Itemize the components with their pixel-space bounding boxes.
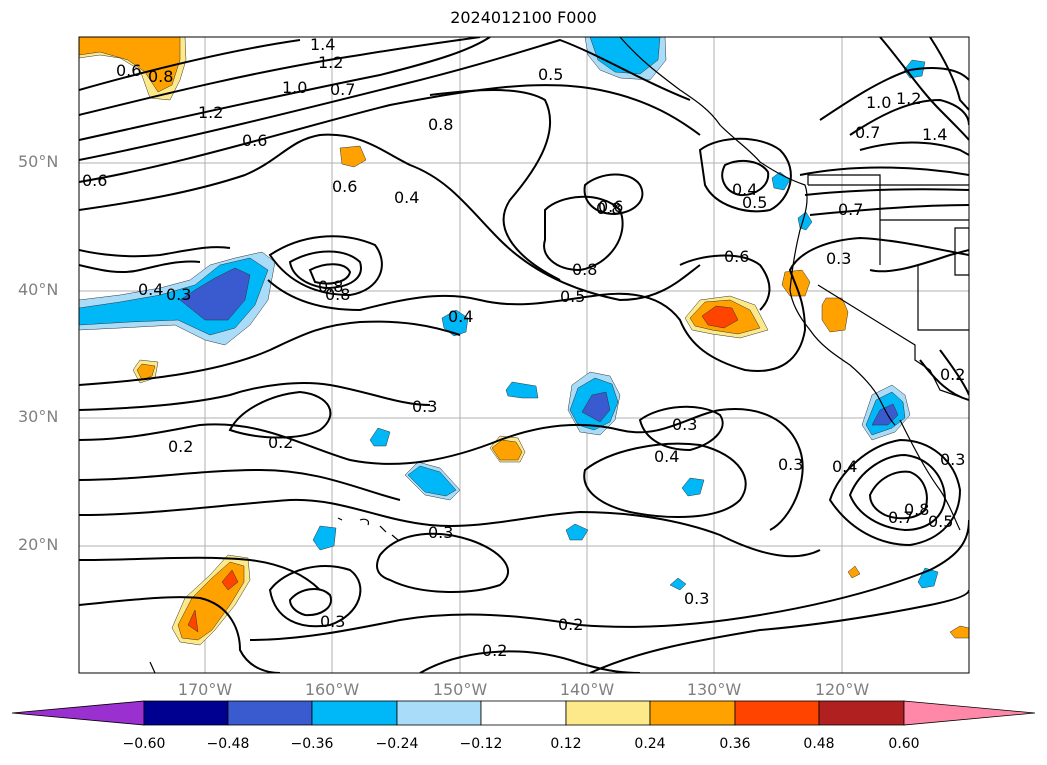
- contour-label: 0.8: [572, 260, 597, 279]
- contour-label: 1.4: [922, 125, 947, 144]
- coastline: [149, 37, 969, 673]
- contour-label: 0.2: [558, 615, 583, 634]
- lon-label: 170°W: [177, 680, 233, 699]
- colorbar-extend-low: [11, 700, 145, 726]
- contour-label: 0.2: [940, 365, 965, 384]
- contour-labels: 1.4 1.2 1.0 0.7 0.6 1.2 0.6 0.8 0.6 0.8 …: [82, 35, 965, 660]
- colorbar-tick-label: 0.36: [719, 736, 751, 752]
- contour-label: 0.8: [596, 199, 621, 218]
- lat-label: 20°N: [18, 535, 59, 554]
- contour-label: 0.8: [148, 67, 173, 86]
- contour-label: 0.3: [684, 589, 709, 608]
- contour-label: 0.5: [538, 65, 563, 84]
- colorbar-swatch: [227, 700, 313, 726]
- contour-label: 0.7: [855, 123, 880, 142]
- colorbar-swatch: [396, 700, 482, 726]
- colorbar: [11, 700, 1036, 726]
- contour-label: 0.8: [325, 285, 350, 304]
- contour-label: 0.2: [268, 433, 293, 452]
- colorbar-tick-label: 0.12: [550, 736, 582, 752]
- colorbar-swatch: [818, 700, 905, 726]
- colorbar-swatch: [565, 700, 651, 726]
- contour-label: 0.3: [428, 523, 453, 542]
- colorbar-tick-label: −0.24: [375, 736, 419, 752]
- contour-label: 0.7: [330, 80, 355, 99]
- colorbar-tick-label: −0.12: [459, 736, 503, 752]
- contour-label: 0.4: [832, 457, 857, 476]
- contour-label: 0.2: [482, 641, 507, 660]
- colorbar-extend-high: [903, 700, 1036, 726]
- lat-label: 30°N: [18, 407, 59, 426]
- lon-label: 160°W: [304, 680, 360, 699]
- contour-label: 0.3: [320, 612, 345, 631]
- contour-label: 0.6: [116, 61, 141, 80]
- colorbar-tick-label: 0.24: [634, 736, 666, 752]
- lon-label: 120°W: [814, 680, 870, 699]
- colorbar-tick-label: −0.36: [290, 736, 334, 752]
- lat-label: 50°N: [18, 152, 59, 171]
- contour-label: 0.3: [166, 285, 191, 304]
- colorbar-swatch: [311, 700, 398, 726]
- contour-label: 1.2: [318, 53, 343, 72]
- lat-label: 40°N: [18, 280, 59, 299]
- lon-label: 130°W: [686, 680, 742, 699]
- contour-label: 0.4: [448, 307, 473, 326]
- map-title: 2024012100 F000: [450, 8, 597, 27]
- contour-label: 1.0: [282, 78, 307, 97]
- contour-label: 0.6: [332, 177, 357, 196]
- contour-label: 0.4: [138, 280, 163, 299]
- contour-label: 0.7: [888, 508, 913, 527]
- colorbar-swatch: [649, 700, 736, 726]
- contour-label: 0.6: [82, 171, 107, 190]
- contour-label: 1.4: [310, 35, 335, 54]
- colorbar-swatch: [143, 700, 229, 726]
- contour-label: 0.4: [732, 180, 757, 199]
- contour-label: 0.3: [778, 455, 803, 474]
- contour-label: 0.2: [168, 437, 193, 456]
- lon-label: 140°W: [559, 680, 615, 699]
- contour-label: 1.0: [866, 93, 891, 112]
- contour-lines: [79, 37, 969, 673]
- contour-label: 0.7: [838, 200, 863, 219]
- contour-label: 0.5: [742, 193, 767, 212]
- contour-label: 0.8: [904, 500, 929, 519]
- contour-label: 0.3: [412, 397, 437, 416]
- colorbar-swatch: [734, 700, 820, 726]
- contour-label: 0.4: [654, 447, 679, 466]
- colorbar-tick-label: 0.48: [803, 736, 835, 752]
- colorbar-swatch: [480, 700, 567, 726]
- map-frame: [78, 36, 970, 674]
- contour-label: 0.6: [242, 131, 267, 150]
- colorbar-tick-label: −0.48: [206, 736, 250, 752]
- contour-label: 0.3: [826, 249, 851, 268]
- contour-label: 0.3: [672, 415, 697, 434]
- contour-label: 0.8: [428, 115, 453, 134]
- lon-label: 150°W: [432, 680, 488, 699]
- shaded-anomalies: [79, 37, 969, 646]
- contour-label: 1.2: [896, 89, 921, 108]
- contour-label: 0.6: [724, 247, 749, 266]
- contour-label: 0.8: [318, 277, 343, 296]
- contour-label: 0.5: [560, 287, 585, 306]
- contour-label: 0.5: [928, 512, 953, 531]
- contour-label: 0.6: [598, 197, 623, 216]
- colorbar-tick-label: 0.60: [888, 736, 920, 752]
- colorbar-tick-label: −0.60: [122, 736, 166, 752]
- contour-label: 0.4: [394, 188, 419, 207]
- contour-label: 1.2: [198, 103, 223, 122]
- contour-label: 0.3: [940, 450, 965, 469]
